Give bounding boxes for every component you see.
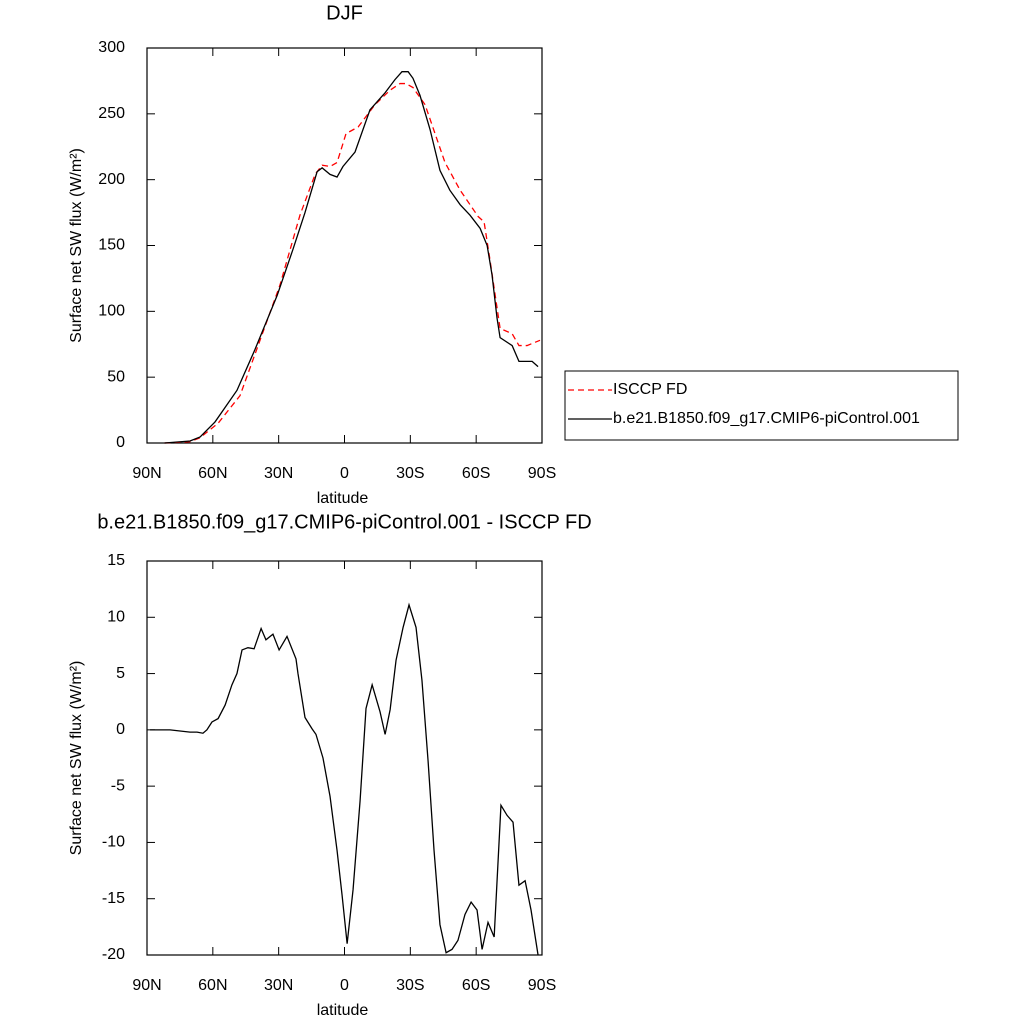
x-tick-label: 0 bbox=[340, 465, 349, 482]
x-tick-label: 60N bbox=[198, 465, 227, 482]
data-line bbox=[164, 82, 541, 444]
x-tick-label: 60S bbox=[462, 465, 490, 482]
y-tick-label: 0 bbox=[116, 721, 125, 738]
x-tick-label: 30S bbox=[396, 465, 424, 482]
x-tick-label: 60N bbox=[198, 977, 227, 994]
legend-label: ISCCP FD bbox=[613, 381, 687, 398]
legend: ISCCP FD b.e21.B1850.f09_g17.CMIP6-piCont… bbox=[564, 370, 959, 441]
y-tick-label: 100 bbox=[98, 303, 125, 320]
y-axis-label: Surface net SW flux (W/m²) bbox=[68, 148, 85, 343]
x-axis-label: latitude bbox=[317, 490, 369, 507]
y-tick-label: 50 bbox=[107, 368, 125, 385]
legend-label: b.e21.B1850.f09_g17.CMIP6-piControl.001 bbox=[613, 410, 920, 427]
x-tick-label: 30N bbox=[264, 977, 293, 994]
legend-box bbox=[564, 370, 959, 441]
y-tick-label: 300 bbox=[98, 39, 125, 56]
x-tick-label: 90S bbox=[528, 977, 556, 994]
y-tick-label: 200 bbox=[98, 171, 125, 188]
data-line bbox=[150, 602, 539, 956]
y-axis-label: Surface net SW flux (W/m²) bbox=[68, 661, 85, 856]
chart-panel: b.e21.B1850.f09_g17.CMIP6-piControl.001 … bbox=[68, 511, 591, 1019]
y-tick-label: 5 bbox=[116, 665, 125, 682]
x-tick-label: 60S bbox=[462, 977, 490, 994]
y-tick-label: -15 bbox=[102, 890, 125, 907]
x-tick-label: 30N bbox=[264, 465, 293, 482]
y-tick-label: -5 bbox=[111, 777, 125, 794]
x-tick-label: 90N bbox=[132, 977, 161, 994]
chart-title: b.e21.B1850.f09_g17.CMIP6-piControl.001 … bbox=[97, 511, 591, 533]
y-tick-label: 150 bbox=[98, 237, 125, 254]
y-tick-label: 15 bbox=[107, 552, 125, 569]
plot-frame bbox=[146, 47, 543, 444]
chart-panel: DJF 90N 60N 30N 0 30S 60S 90S 0 50 100 150 200 250 300… bbox=[68, 2, 959, 507]
y-tick-label: -20 bbox=[102, 946, 125, 963]
plot-frame bbox=[146, 560, 543, 956]
y-tick-label: -10 bbox=[102, 834, 125, 851]
x-axis-label: latitude bbox=[317, 1002, 369, 1019]
y-tick-label: 0 bbox=[116, 434, 125, 451]
x-tick-label: 90N bbox=[132, 465, 161, 482]
y-tick-label: 10 bbox=[107, 609, 125, 626]
chart-title: DJF bbox=[326, 2, 363, 24]
x-tick-label: 90S bbox=[528, 465, 556, 482]
data-line bbox=[164, 71, 539, 444]
x-tick-label: 0 bbox=[340, 977, 349, 994]
x-tick-label: 30S bbox=[396, 977, 424, 994]
y-tick-label: 250 bbox=[98, 105, 125, 122]
